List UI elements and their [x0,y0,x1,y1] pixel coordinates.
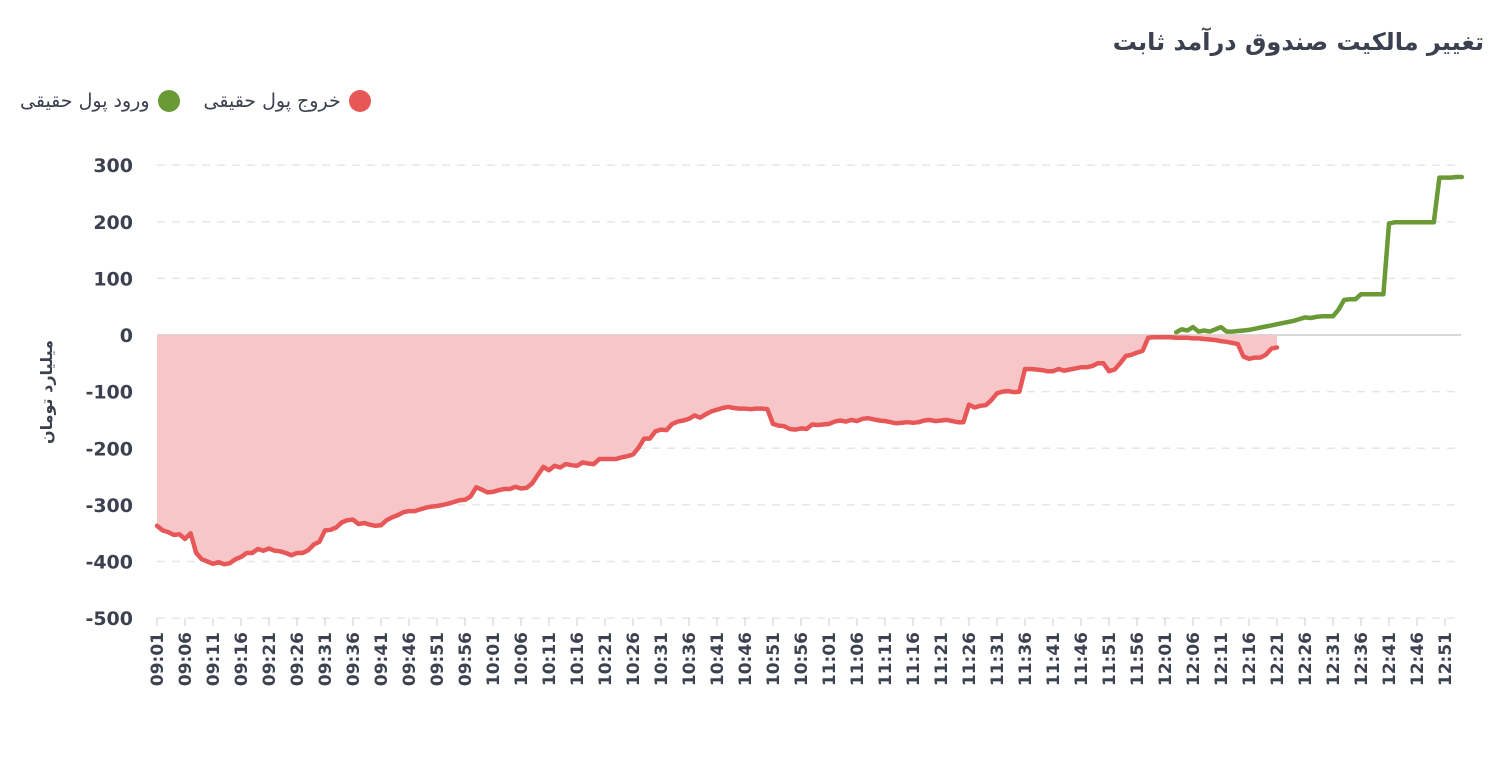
legend-item-outflow[interactable]: خروج پول حقیقی [204,90,371,112]
x-tick-label: 11:41 [1044,632,1064,686]
x-tick-label: 09:31 [316,632,336,686]
x-tick-label: 12:06 [1184,632,1204,686]
x-tick-label: 09:56 [456,632,476,686]
x-tick-label: 10:36 [680,632,700,686]
x-tick-label: 11:11 [876,632,896,686]
x-tick-label: 09:26 [288,632,308,686]
x-tick-label: 11:36 [1016,632,1036,686]
x-tick-label: 12:36 [1352,632,1372,686]
chart-title: تغییر مالکیت صندوق درآمد ثابت [1112,28,1484,56]
x-tick-label: 11:31 [988,632,1008,686]
y-tick-label: 100 [93,268,133,290]
x-tick-label: 11:26 [960,632,980,686]
y-tick-label: 300 [93,155,133,177]
y-tick-label: -500 [85,608,133,630]
x-tick-label: 10:41 [708,632,728,686]
chart-marks [154,174,1465,567]
y-tick-label: -400 [85,552,133,574]
x-tick-label: 12:51 [1436,632,1456,686]
series-outflow-line [154,335,1280,567]
x-tick-label: 10:06 [512,632,532,686]
y-tick-label: -300 [85,495,133,517]
legend-inflow-swatch-icon [157,90,180,112]
x-tick-label: 12:01 [1156,632,1176,686]
x-tick-label: 10:01 [484,632,504,686]
x-tick-label: 12:41 [1380,632,1400,686]
y-tick-label: -100 [85,382,133,404]
x-tick-label: 10:51 [764,632,784,686]
y-axis: 300 200 100 0 -100 -200 -300 -400 -500 [85,155,133,630]
x-tick-label: 09:51 [428,632,448,686]
x-tick-label: 09:41 [372,632,392,686]
x-tick-label: 10:11 [540,632,560,686]
x-tick-label: 10:31 [652,632,672,686]
x-tick-label: 10:16 [568,632,588,686]
x-tick-label: 09:46 [400,632,420,686]
x-tick-label: 10:26 [624,632,644,686]
x-tick-label: 12:26 [1296,632,1316,686]
y-tick-label: 200 [93,212,133,234]
legend-item-inflow[interactable]: ورود پول حقیقی [20,90,180,112]
x-tick-label: 11:21 [932,632,952,686]
x-tick-label: 09:36 [344,632,364,686]
x-tick-label: 11:06 [848,632,868,686]
x-tick-label: 12:31 [1324,632,1344,686]
legend-outflow-swatch-icon [348,90,371,112]
y-tick-label: 0 [120,325,133,347]
x-axis: 09:01 09:06 09:11 09:16 09:21 09:26 09:31 09:36… [148,618,1456,686]
x-tick-label: 09:01 [148,632,168,686]
x-tick-label: 12:11 [1212,632,1232,686]
x-tick-label: 10:56 [792,632,812,686]
x-tick-label: 09:06 [176,632,196,686]
x-tick-label: 12:21 [1268,632,1288,686]
legend-inflow-label: ورود پول حقیقی [20,90,150,112]
y-axis-label: میلیارد تومان [37,340,56,444]
y-tick-label: -200 [85,438,133,460]
x-tick-label: 10:21 [596,632,616,686]
x-tick-label: 11:51 [1100,632,1120,686]
x-tick-label: 09:21 [260,632,280,686]
legend-outflow-label: خروج پول حقیقی [203,90,341,112]
x-tick-label: 12:46 [1408,632,1428,686]
x-tick-label: 09:11 [204,632,224,686]
x-tick-label: 10:46 [736,632,756,686]
x-tick-label: 11:56 [1128,632,1148,686]
x-tick-label: 09:16 [232,632,252,686]
series-inflow-line [1173,174,1465,335]
x-tick-label: 11:16 [904,632,924,686]
chart-legend: خروج پول حقیقی ورود پول حقیقی [20,90,371,112]
x-tick-label: 12:16 [1240,632,1260,686]
x-tick-label: 11:01 [820,632,840,686]
x-tick-label: 11:46 [1072,632,1092,686]
